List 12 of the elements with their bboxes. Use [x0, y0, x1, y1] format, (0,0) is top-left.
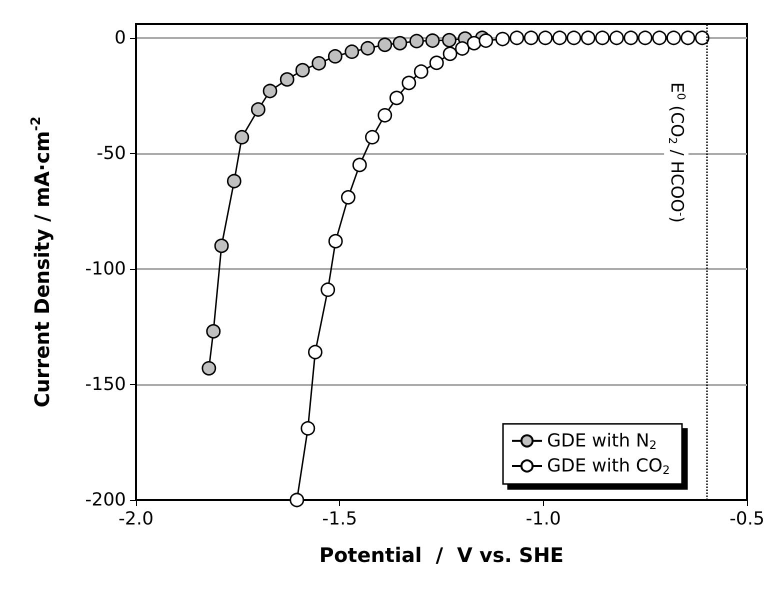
y-axis-title: Current Density / mA·cm-2	[29, 116, 54, 408]
ref-line-label: E0 (CO2 / HCOO-)	[666, 82, 688, 223]
y-tick-label: -50	[96, 142, 126, 164]
y-tick-label: -200	[85, 490, 126, 510]
x-tick-label: -1.5	[322, 508, 358, 530]
y-tick-label: -150	[85, 374, 126, 395]
x-tick-label: -2.0	[118, 508, 154, 530]
y-tick-label: 0	[114, 27, 126, 48]
x-axis-title: Potential / V vs. SHE	[319, 543, 564, 567]
x-tick-label: -0.5	[729, 508, 765, 530]
y-tick-label: -100	[85, 258, 126, 280]
x-tick-label: -1.0	[526, 508, 561, 530]
